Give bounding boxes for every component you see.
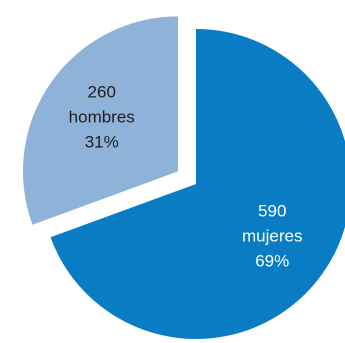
pie-slice-mujeres: [50, 29, 345, 339]
slice-name-hombres: hombres: [69, 108, 135, 127]
pie-slice-hombres: [22, 16, 178, 225]
slice-percent-hombres: 31%: [85, 133, 119, 152]
slice-name-mujeres: mujeres: [242, 227, 302, 246]
slice-value-mujeres: 590: [258, 202, 286, 221]
slice-percent-mujeres: 69%: [255, 252, 289, 271]
slice-value-hombres: 260: [88, 83, 116, 102]
